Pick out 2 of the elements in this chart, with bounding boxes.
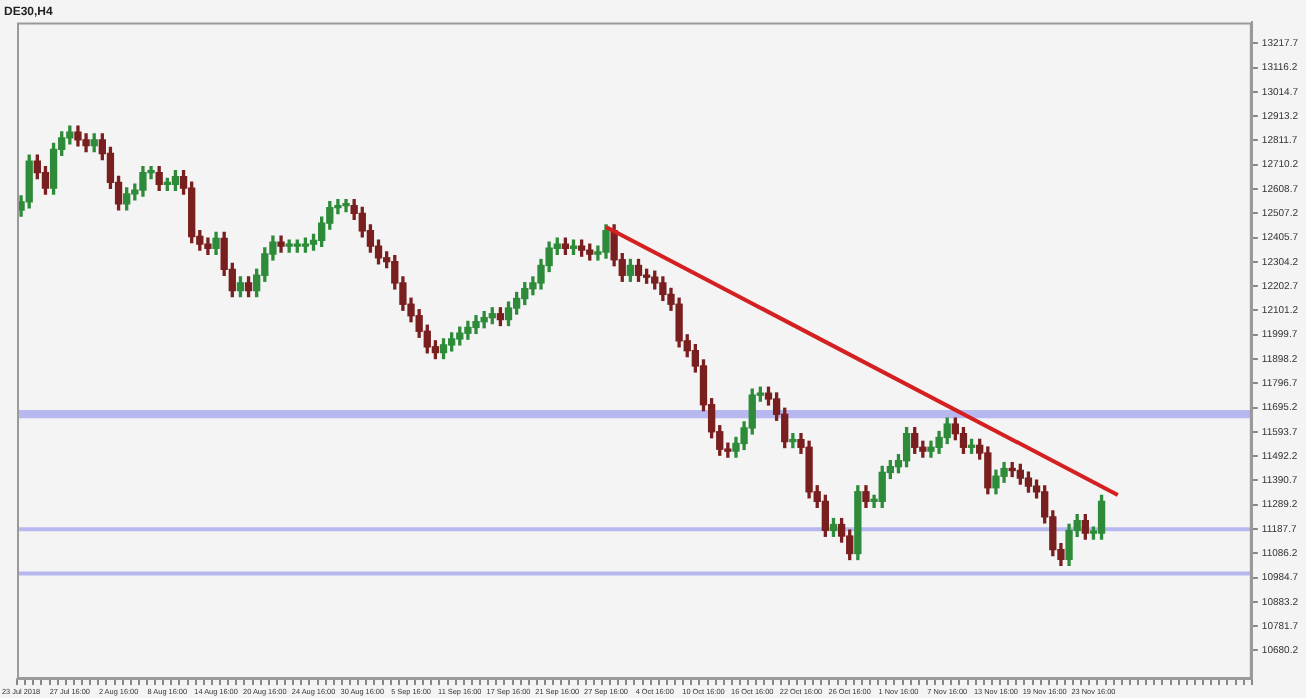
candlestick (342, 199, 350, 213)
candlestick (789, 433, 797, 449)
